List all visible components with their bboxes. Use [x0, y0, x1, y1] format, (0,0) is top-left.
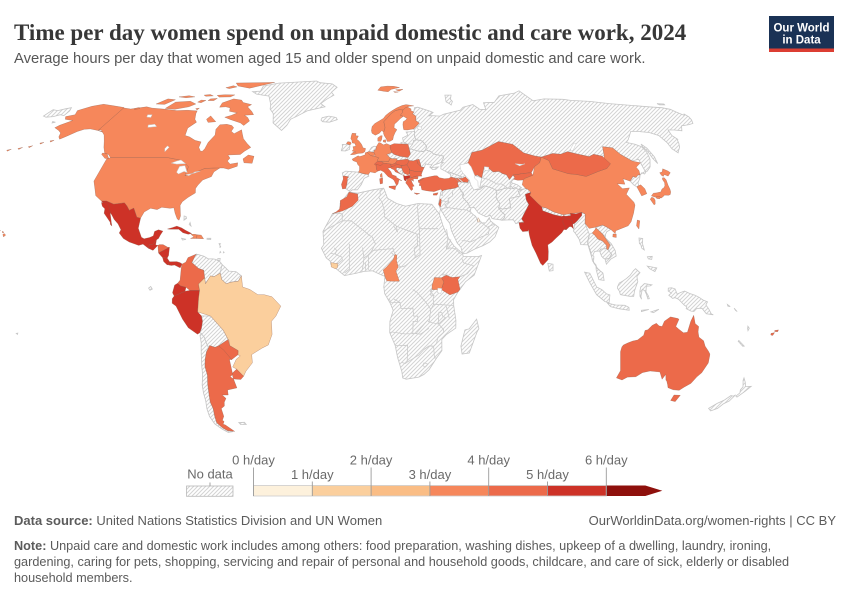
svg-text:No data: No data [187, 467, 233, 482]
svg-text:3 h/day: 3 h/day [409, 467, 452, 482]
svg-text:6 h/day: 6 h/day [585, 452, 628, 467]
svg-text:1 h/day: 1 h/day [291, 467, 334, 482]
svg-text:gardening, caring for pets, sh: gardening, caring for pets, shopping, se… [14, 555, 789, 569]
svg-text:2 h/day: 2 h/day [350, 452, 393, 467]
svg-text:Average hours per day that wom: Average hours per day that women aged 15… [14, 51, 645, 67]
svg-text:Note: Unpaid care and domestic: Note: Unpaid care and domestic work incl… [14, 539, 771, 553]
svg-text:household members.: household members. [14, 571, 132, 585]
svg-text:Data source: United Nations St: Data source: United Nations Statistics D… [14, 513, 382, 528]
svg-text:in Data: in Data [782, 35, 821, 47]
svg-text:0 h/day: 0 h/day [232, 452, 275, 467]
svg-text:OurWorldinData.org/women-right: OurWorldinData.org/women-rights | CC BY [589, 513, 837, 528]
svg-text:Our World: Our World [773, 23, 829, 35]
svg-text:4 h/day: 4 h/day [467, 452, 510, 467]
svg-text:5 h/day: 5 h/day [526, 467, 569, 482]
svg-text:Time per day women spend on un: Time per day women spend on unpaid domes… [14, 20, 687, 45]
